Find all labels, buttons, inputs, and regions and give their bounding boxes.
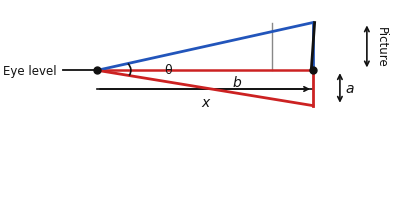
Text: Eye level: Eye level (3, 64, 57, 77)
Text: Picture: Picture (375, 27, 388, 68)
Text: a: a (345, 82, 354, 96)
Text: x: x (201, 96, 209, 110)
Text: θ: θ (164, 64, 172, 77)
Text: b: b (232, 75, 241, 89)
